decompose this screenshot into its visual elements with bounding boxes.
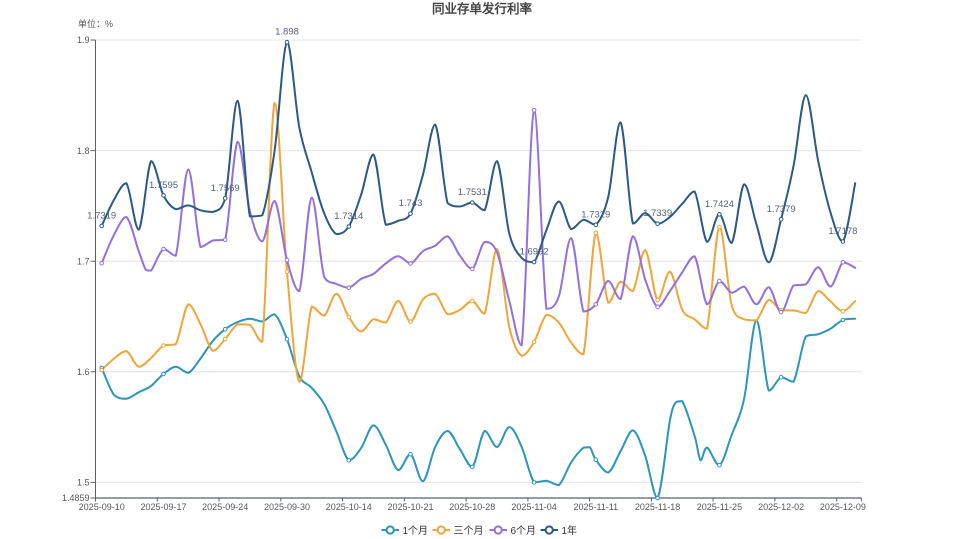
svg-text:1.7569: 1.7569 <box>211 183 240 194</box>
svg-text:1.6: 1.6 <box>77 367 90 377</box>
svg-text:1.7531: 1.7531 <box>458 187 487 198</box>
svg-text:2025-09-24: 2025-09-24 <box>202 502 248 512</box>
svg-text:2025-11-18: 2025-11-18 <box>635 502 680 512</box>
svg-text:1.4859: 1.4859 <box>62 493 90 503</box>
svg-text:1.7178: 1.7178 <box>828 226 857 237</box>
svg-text:2025-12-02: 2025-12-02 <box>758 502 804 512</box>
svg-text:1.6992: 1.6992 <box>520 247 549 258</box>
svg-text:2025-10-28: 2025-10-28 <box>449 502 495 512</box>
svg-text:2025-11-04: 2025-11-04 <box>511 502 556 512</box>
svg-text:1.7379: 1.7379 <box>767 204 796 215</box>
svg-text:2025-10-21: 2025-10-21 <box>387 502 433 512</box>
svg-text:1.8: 1.8 <box>77 146 90 156</box>
svg-text:1.898: 1.898 <box>275 27 299 38</box>
svg-text:1.743: 1.743 <box>399 198 423 209</box>
svg-text:同业存单发行利率: 同业存单发行利率 <box>432 1 533 16</box>
svg-text:2025-11-11: 2025-11-11 <box>573 502 618 512</box>
svg-text:1.7329: 1.7329 <box>581 209 610 220</box>
svg-text:1个月: 1个月 <box>403 525 429 537</box>
svg-text:2025-09-10: 2025-09-10 <box>79 502 125 512</box>
svg-text:1年: 1年 <box>562 524 578 537</box>
svg-text:6个月: 6个月 <box>511 525 537 537</box>
svg-text:2025-12-09: 2025-12-09 <box>820 502 866 512</box>
svg-text:1.9: 1.9 <box>77 35 90 45</box>
svg-text:1.7319: 1.7319 <box>87 210 116 221</box>
svg-text:1.5: 1.5 <box>77 478 90 488</box>
svg-text:单位：%: 单位：% <box>78 18 113 29</box>
svg-text:1.7: 1.7 <box>77 256 90 266</box>
svg-text:2025-09-17: 2025-09-17 <box>140 502 186 512</box>
svg-text:2025-10-14: 2025-10-14 <box>326 502 372 512</box>
svg-text:1.7595: 1.7595 <box>149 180 178 191</box>
svg-text:1.7424: 1.7424 <box>705 199 734 210</box>
svg-text:三个月: 三个月 <box>454 525 484 537</box>
svg-text:1.7314: 1.7314 <box>334 211 363 222</box>
svg-text:2025-11-25: 2025-11-25 <box>697 502 742 512</box>
svg-text:2025-09-30: 2025-09-30 <box>264 502 310 512</box>
svg-text:1.7339: 1.7339 <box>643 208 672 219</box>
